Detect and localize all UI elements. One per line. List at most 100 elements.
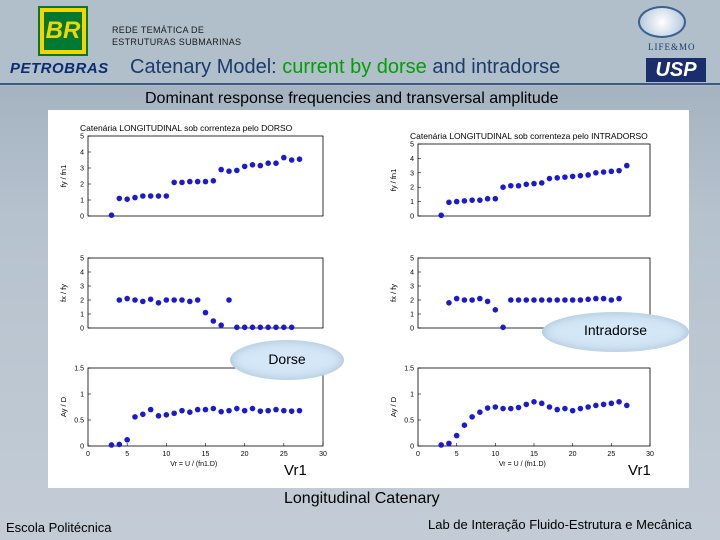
data-point-4-10 (523, 297, 530, 303)
title-highlight: current by dorse (282, 56, 427, 78)
data-point-2-11 (194, 406, 201, 413)
data-point-2-5 (147, 406, 154, 413)
data-point-0-9 (179, 179, 185, 186)
data-point-4-6 (492, 307, 499, 313)
data-point-4-20 (600, 295, 607, 302)
data-point-0-12 (202, 178, 209, 185)
data-point-4-9 (515, 297, 522, 303)
data-point-5-23 (616, 399, 622, 405)
data-point-4-11 (531, 297, 537, 303)
chart-title-3: Catenária LONGITUDINAL sob correnteza pe… (410, 131, 648, 141)
data-point-4-8 (508, 297, 514, 303)
data-point-5-4 (469, 414, 475, 420)
data-point-2-10 (187, 409, 193, 416)
y-tick-label-5: 1.5 (404, 366, 414, 373)
y-axis-label-5: Ay / D (389, 396, 398, 417)
data-point-2-12 (202, 406, 209, 413)
data-point-1-14 (226, 297, 232, 303)
y-tick-label-1: 4 (80, 270, 84, 277)
data-point-0-1 (116, 195, 123, 202)
chart-frame-4 (417, 257, 651, 329)
data-point-3-15 (554, 175, 560, 181)
data-point-1-6 (163, 297, 170, 303)
y-tick-label-3: 4 (410, 156, 414, 163)
x-tick-label-2: 5 (125, 451, 129, 458)
data-point-4-5 (484, 298, 491, 305)
data-point-0-7 (163, 193, 170, 199)
data-point-2-21 (273, 406, 279, 413)
data-point-5-8 (500, 405, 506, 412)
data-point-3-7 (492, 195, 499, 202)
data-point-2-7 (163, 412, 170, 418)
data-point-3-9 (508, 182, 514, 189)
data-point-2-19 (257, 408, 264, 414)
data-point-1-3 (140, 298, 146, 305)
vr-label-left: Vr1 (284, 462, 307, 479)
data-point-4-15 (562, 297, 568, 303)
data-point-1-21 (281, 324, 287, 331)
data-point-5-22 (608, 400, 615, 407)
data-point-2-20 (265, 407, 271, 414)
data-point-4-19 (593, 295, 599, 302)
usp-logo: USP (646, 58, 706, 82)
footer-title: Longitudinal Catenary (284, 490, 440, 507)
data-point-0-2 (124, 196, 130, 202)
data-point-3-0 (438, 212, 445, 219)
data-point-4-1 (453, 295, 460, 302)
data-point-2-0 (108, 442, 115, 448)
y-tick-label-5: 1 (410, 392, 414, 399)
y-tick-label-4: 5 (410, 256, 414, 263)
y-tick-label-2: 0 (80, 444, 84, 451)
data-point-1-11 (202, 309, 209, 316)
x-tick-label-5: 20 (569, 451, 577, 458)
data-point-1-22 (288, 324, 295, 331)
data-point-4-4 (477, 295, 483, 302)
y-tick-label-0: 4 (80, 150, 84, 157)
data-point-5-15 (554, 406, 560, 413)
data-point-5-2 (453, 432, 460, 439)
data-point-4-18 (585, 296, 591, 303)
data-point-0-18 (249, 162, 256, 168)
vr-label-right: Vr1 (628, 462, 651, 479)
data-point-5-19 (585, 404, 591, 410)
chart-frame-0 (87, 135, 324, 217)
y-tick-label-3: 0 (410, 214, 414, 221)
y-tick-label-4: 0 (410, 326, 414, 333)
data-point-2-3 (132, 414, 138, 420)
data-point-0-14 (218, 166, 224, 173)
footer-left: Escola Politécnica (6, 520, 112, 535)
charts-panel: Catenária LONGITUDINAL sob correnteza pe… (48, 110, 689, 488)
data-point-2-16 (234, 405, 240, 412)
data-point-4-16 (569, 297, 576, 303)
y-tick-label-1: 0 (80, 326, 84, 333)
data-point-2-2 (124, 436, 130, 443)
x-tick-label-5: 30 (646, 451, 654, 458)
data-point-5-0 (438, 442, 445, 448)
x-tick-label-5: 25 (607, 451, 615, 458)
y-tick-label-1: 2 (80, 298, 84, 305)
data-point-3-3 (461, 198, 468, 204)
data-point-3-2 (453, 198, 460, 205)
data-point-3-4 (469, 197, 475, 203)
y-axis-label-4: fx / fy (389, 284, 398, 302)
y-tick-label-0: 2 (80, 182, 84, 189)
data-point-4-12 (538, 297, 545, 303)
data-point-5-5 (477, 409, 483, 416)
x-tick-label-2: 30 (319, 451, 327, 458)
data-point-0-23 (288, 157, 295, 163)
footer-right: Lab de Interação Fluido-Estrutura e Mecâ… (428, 517, 692, 532)
data-point-1-19 (265, 324, 271, 331)
data-point-2-17 (241, 407, 248, 414)
data-point-0-22 (281, 154, 287, 161)
y-tick-label-4: 4 (410, 270, 414, 277)
y-tick-label-0: 5 (80, 134, 84, 141)
data-point-3-19 (585, 172, 591, 178)
y-tick-label-3: 3 (410, 170, 414, 177)
data-point-1-8 (179, 297, 185, 303)
data-point-3-6 (484, 195, 491, 202)
data-point-5-3 (461, 422, 468, 429)
data-point-0-8 (171, 179, 177, 186)
br-logo: BR (38, 6, 88, 56)
data-point-0-20 (265, 160, 271, 166)
data-point-3-17 (569, 173, 576, 180)
